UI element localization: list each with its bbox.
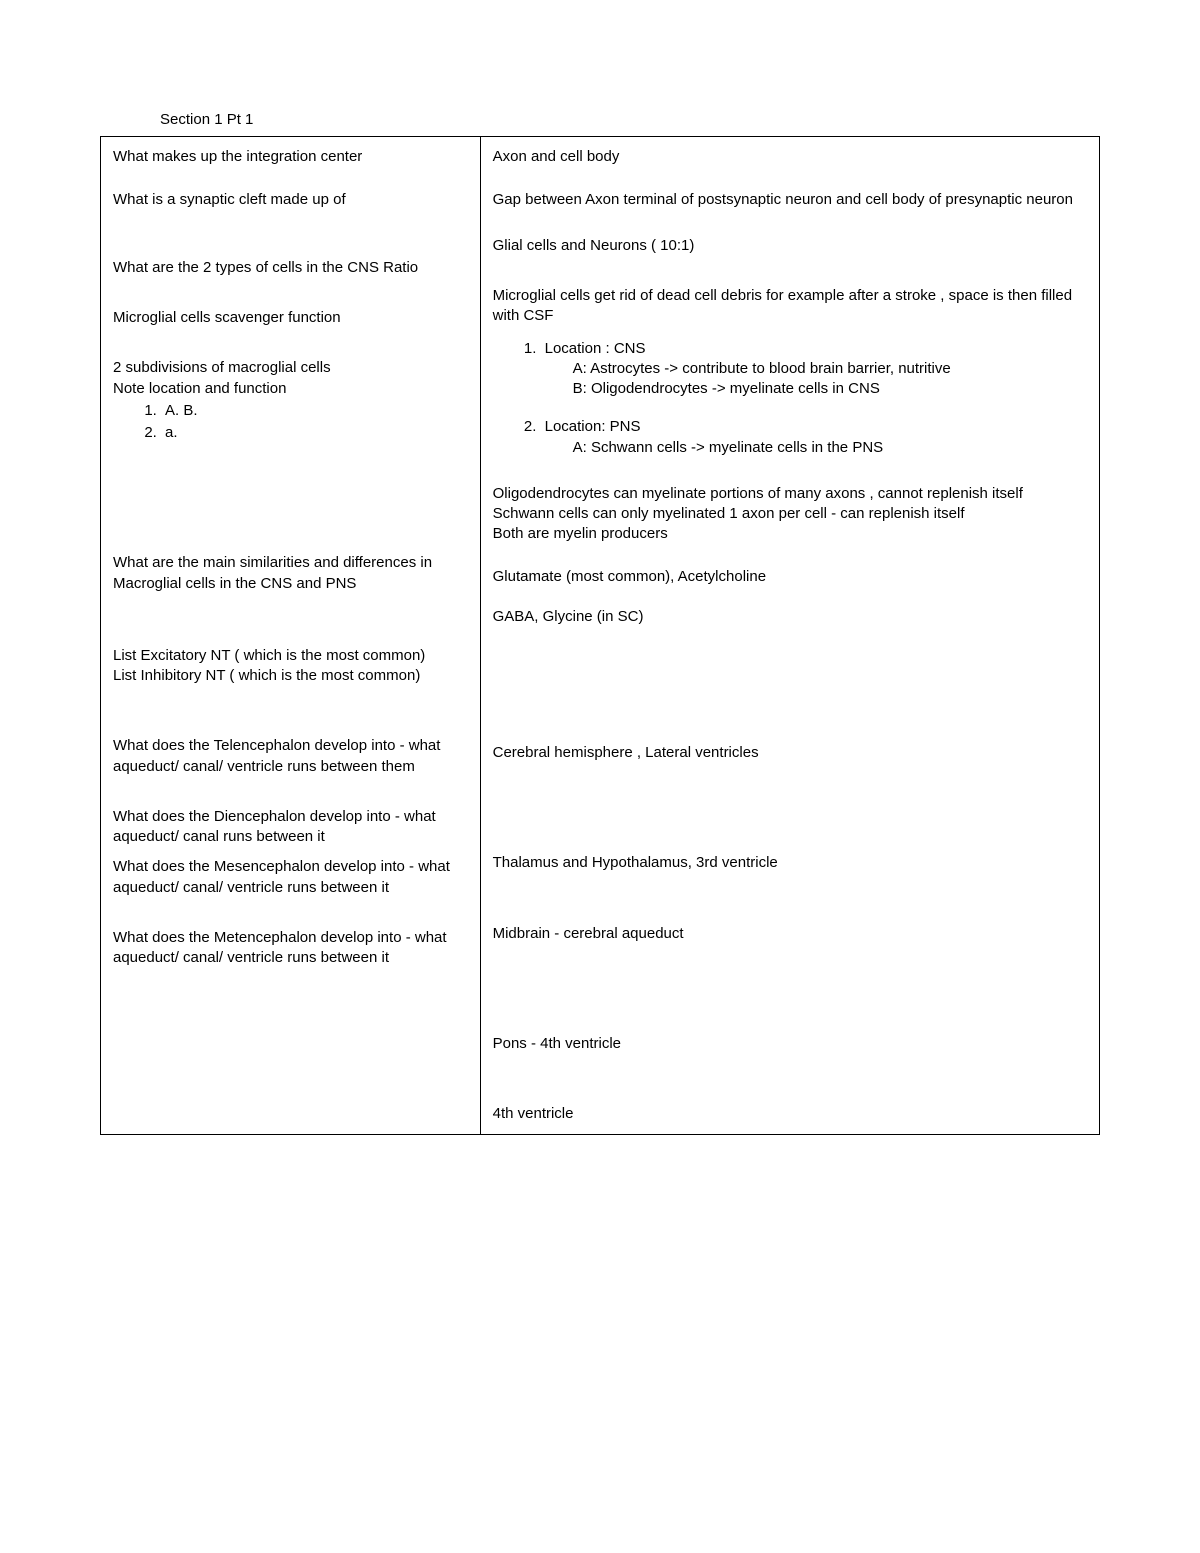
answer-line: A: Astrocytes -> contribute to blood bra… [545, 359, 1087, 379]
questions-cell: What makes up the integration center Wha… [101, 137, 481, 1135]
question-sublist: A. B. a. [113, 401, 468, 444]
question: What makes up the integration center [113, 147, 468, 167]
answer: 4th ventricle [493, 1104, 1087, 1124]
answer: Location : CNS A: Astrocytes -> contribu… [493, 339, 1087, 458]
answer: Midbrain - cerebral aqueduct [493, 924, 1087, 944]
study-table: What makes up the integration center Wha… [100, 136, 1100, 1135]
question: What does the Mesencephalon develop into… [113, 857, 468, 898]
answer-line: Both are myelin producers [493, 524, 1087, 544]
document-page: Section 1 Pt 1 What makes up the integra… [0, 0, 1200, 1553]
answer-list: Location : CNS A: Astrocytes -> contribu… [493, 339, 1087, 458]
list-item: A. B. [161, 401, 468, 421]
answer-line: A: Schwann cells -> myelinate cells in t… [545, 438, 1087, 458]
question-line: 2 subdivisions of macroglial cells [113, 358, 468, 378]
answer-line: Glutamate (most common), Acetylcholine [493, 567, 1087, 587]
answer-line: B: Oligodendrocytes -> myelinate cells i… [545, 379, 1087, 399]
question: What does the Metencephalon develop into… [113, 928, 468, 969]
answer: Axon and cell body [493, 147, 1087, 167]
answer: Glial cells and Neurons ( 10:1) [493, 236, 1087, 256]
answer-line: Oligodendrocytes can myelinate portions … [493, 484, 1087, 504]
question-line: Note location and function [113, 379, 468, 399]
question: What is a synaptic cleft made up of [113, 190, 468, 210]
answer: Cerebral hemisphere , Lateral ventricles [493, 743, 1087, 763]
question: What are the 2 types of cells in the CNS… [113, 258, 468, 278]
question-line: List Excitatory NT ( which is the most c… [113, 646, 468, 666]
list-item: Location: PNS A: Schwann cells -> myelin… [541, 417, 1087, 458]
answers-cell: Axon and cell body Gap between Axon term… [480, 137, 1099, 1135]
section-title: Section 1 Pt 1 [160, 110, 1100, 130]
question: 2 subdivisions of macroglial cells Note … [113, 358, 468, 443]
question: What does the Telencephalon develop into… [113, 736, 468, 777]
question: What are the main similarities and diffe… [113, 553, 468, 594]
answer: Thalamus and Hypothalamus, 3rd ventricle [493, 853, 1087, 873]
question-line: List Inhibitory NT ( which is the most c… [113, 666, 468, 686]
question: List Excitatory NT ( which is the most c… [113, 646, 468, 687]
answer: Gap between Axon terminal of postsynapti… [493, 190, 1087, 210]
table-row: What makes up the integration center Wha… [101, 137, 1100, 1135]
question: What does the Diencephalon develop into … [113, 807, 468, 848]
answer: Microglial cells get rid of dead cell de… [493, 286, 1087, 327]
answer: Pons - 4th ventricle [493, 1034, 1087, 1054]
answer-line: Location: PNS [545, 418, 641, 435]
answer: Oligodendrocytes can myelinate portions … [493, 484, 1087, 545]
list-item: Location : CNS A: Astrocytes -> contribu… [541, 339, 1087, 400]
question: Microglial cells scavenger function [113, 308, 468, 328]
answer-line: GABA, Glycine (in SC) [493, 607, 1087, 627]
answer-line: Schwann cells can only myelinated 1 axon… [493, 504, 1087, 524]
list-item: a. [161, 423, 468, 443]
answer-line: Location : CNS [545, 340, 646, 357]
answer: Glutamate (most common), Acetylcholine G… [493, 567, 1087, 628]
